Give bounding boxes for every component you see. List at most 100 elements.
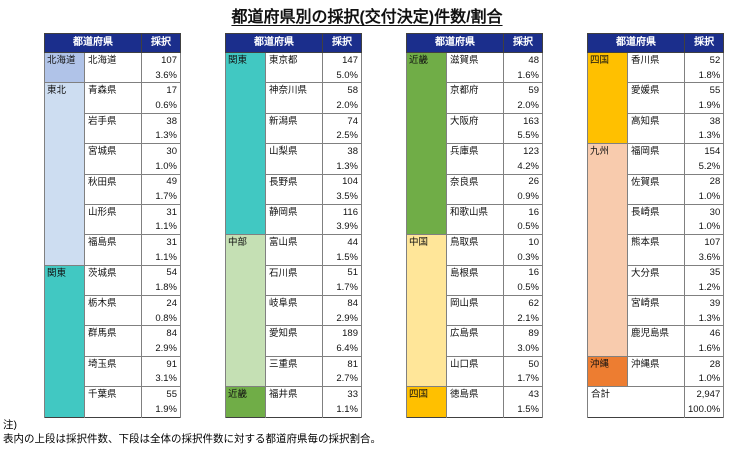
adoption-share: 1.6% — [683, 341, 725, 357]
adoption-share: 1.3% — [683, 128, 725, 144]
adoption-share: 3.5% — [322, 189, 362, 205]
adoption-count: 26 — [503, 173, 543, 190]
adoption-share: 1.3% — [322, 158, 362, 174]
prefecture-table-4: 都道府県 採択 四国 香川県 52 1.8% 愛媛県 55 1.9% 高知県 38 1.3% 九州 福岡県… — [587, 33, 725, 418]
column-header-prefecture: 都道府県 — [44, 33, 142, 53]
adoption-count: 154 — [683, 143, 725, 159]
adoption-share: 1.7% — [322, 280, 362, 296]
adoption-count: 163 — [503, 112, 543, 129]
adoption-share: 1.0% — [683, 219, 725, 235]
adoption-share: 2.1% — [503, 310, 543, 326]
adoption-count: 39 — [683, 294, 725, 311]
adoption-count: 24 — [141, 294, 181, 311]
prefecture-name: 福井県 — [265, 386, 323, 417]
prefecture-name: 群馬県 — [84, 325, 142, 357]
adoption-count: 30 — [683, 203, 725, 220]
prefecture-name: 秋田県 — [84, 173, 142, 205]
adoption-share: 1.2% — [683, 280, 725, 296]
column-header-adopted: 採択 — [683, 33, 725, 53]
column-header-adopted: 採択 — [141, 33, 181, 53]
prefecture-table-1: 都道府県 採択 北海道 北海道 107 3.6% 東北 青森県 17 0.6% 岩手県 38 1.3% 宮… — [44, 33, 181, 418]
adoption-count: 107 — [141, 51, 181, 68]
prefecture-name: 神奈川県 — [265, 82, 323, 114]
adoption-share: 3.6% — [683, 249, 725, 266]
adoption-count: 58 — [322, 82, 362, 99]
prefecture-name: 岡山県 — [446, 294, 504, 326]
prefecture-name: 山口県 — [446, 355, 504, 387]
column-header-prefecture: 都道府県 — [225, 33, 323, 53]
region-label: 関東 — [44, 264, 85, 417]
adoption-share: 1.1% — [141, 249, 181, 266]
total-share: 100.0% — [683, 401, 725, 417]
adoption-count: 35 — [683, 264, 725, 281]
prefecture-name: 山梨県 — [265, 143, 323, 174]
total-label: 合計 — [587, 386, 685, 417]
prefecture-name: 沖縄県 — [627, 355, 685, 387]
adoption-count: 52 — [683, 51, 725, 68]
adoption-share: 5.0% — [322, 67, 362, 83]
adoption-count: 28 — [683, 173, 725, 190]
prefecture-name: 茨城県 — [84, 264, 142, 296]
region-label: 中国 — [406, 234, 447, 387]
adoption-count: 33 — [322, 386, 362, 402]
adoption-count: 43 — [503, 386, 543, 402]
adoption-count: 48 — [503, 51, 543, 68]
adoption-count: 147 — [322, 51, 362, 68]
column-header-prefecture: 都道府県 — [587, 33, 685, 53]
prefecture-name: 徳島県 — [446, 386, 504, 417]
adoption-count: 54 — [141, 264, 181, 281]
adoption-share: 1.5% — [503, 401, 543, 417]
adoption-share: 1.3% — [141, 128, 181, 144]
adoption-share: 1.0% — [683, 371, 725, 387]
adoption-count: 38 — [683, 112, 725, 129]
prefecture-name: 愛媛県 — [627, 82, 685, 114]
adoption-count: 31 — [141, 234, 181, 250]
prefecture-name: 北海道 — [84, 51, 142, 83]
footnote-text: 表内の上段は採択件数、下段は全体の採択件数に対する都道府県毎の採択割合。 — [3, 433, 381, 445]
prefecture-name: 福島県 — [84, 234, 142, 266]
adoption-share: 3.0% — [503, 341, 543, 357]
prefecture-name: 岩手県 — [84, 112, 142, 144]
prefecture-name: 埼玉県 — [84, 355, 142, 387]
prefecture-tables-container: 都道府県 採択 北海道 北海道 107 3.6% 東北 青森県 17 0.6% 岩手県 38 1.3% 宮… — [44, 33, 725, 418]
adoption-share: 0.5% — [503, 219, 543, 235]
adoption-share: 1.8% — [683, 67, 725, 83]
prefecture-name: 熊本県 — [627, 234, 685, 266]
adoption-share: 1.0% — [683, 189, 725, 205]
page-title: 都道府県別の採択(交付決定)件数/割合 — [231, 9, 503, 26]
prefecture-name: 石川県 — [265, 264, 323, 296]
adoption-count: 49 — [141, 173, 181, 190]
column-header-prefecture: 都道府県 — [406, 33, 504, 53]
adoption-count: 50 — [503, 355, 543, 372]
region-label: 四国 — [587, 51, 628, 144]
adoption-count: 84 — [322, 294, 362, 311]
adoption-count: 38 — [322, 143, 362, 159]
region-label: 中部 — [225, 234, 266, 387]
adoption-share: 0.6% — [141, 98, 181, 114]
adoption-share: 2.5% — [322, 128, 362, 144]
region-label: 近畿 — [406, 51, 447, 235]
adoption-share: 3.9% — [322, 219, 362, 235]
prefecture-name: 佐賀県 — [627, 173, 685, 205]
adoption-share: 3.1% — [141, 371, 181, 387]
prefecture-table-3: 都道府県 採択 近畿 滋賀県 48 1.6% 京都府 59 2.0% 大阪府 163 5.5% 兵庫県 1… — [406, 33, 543, 418]
adoption-count: 10 — [503, 234, 543, 250]
adoption-share: 1.9% — [141, 401, 181, 417]
adoption-count: 62 — [503, 294, 543, 311]
total-count: 2,947 — [683, 386, 725, 402]
adoption-count: 46 — [683, 325, 725, 342]
adoption-count: 74 — [322, 112, 362, 129]
adoption-share: 5.5% — [503, 128, 543, 144]
prefecture-name: 富山県 — [265, 234, 323, 266]
adoption-count: 104 — [322, 173, 362, 190]
prefecture-name: 長崎県 — [627, 203, 685, 235]
adoption-share: 1.9% — [683, 98, 725, 114]
adoption-share: 1.0% — [141, 158, 181, 174]
region-label: 関東 — [225, 51, 266, 235]
prefecture-name: 兵庫県 — [446, 143, 504, 174]
adoption-share: 6.4% — [322, 341, 362, 357]
prefecture-name: 福岡県 — [627, 143, 685, 174]
prefecture-name: 三重県 — [265, 355, 323, 387]
column-header-adopted: 採択 — [503, 33, 543, 53]
adoption-count: 84 — [141, 325, 181, 342]
